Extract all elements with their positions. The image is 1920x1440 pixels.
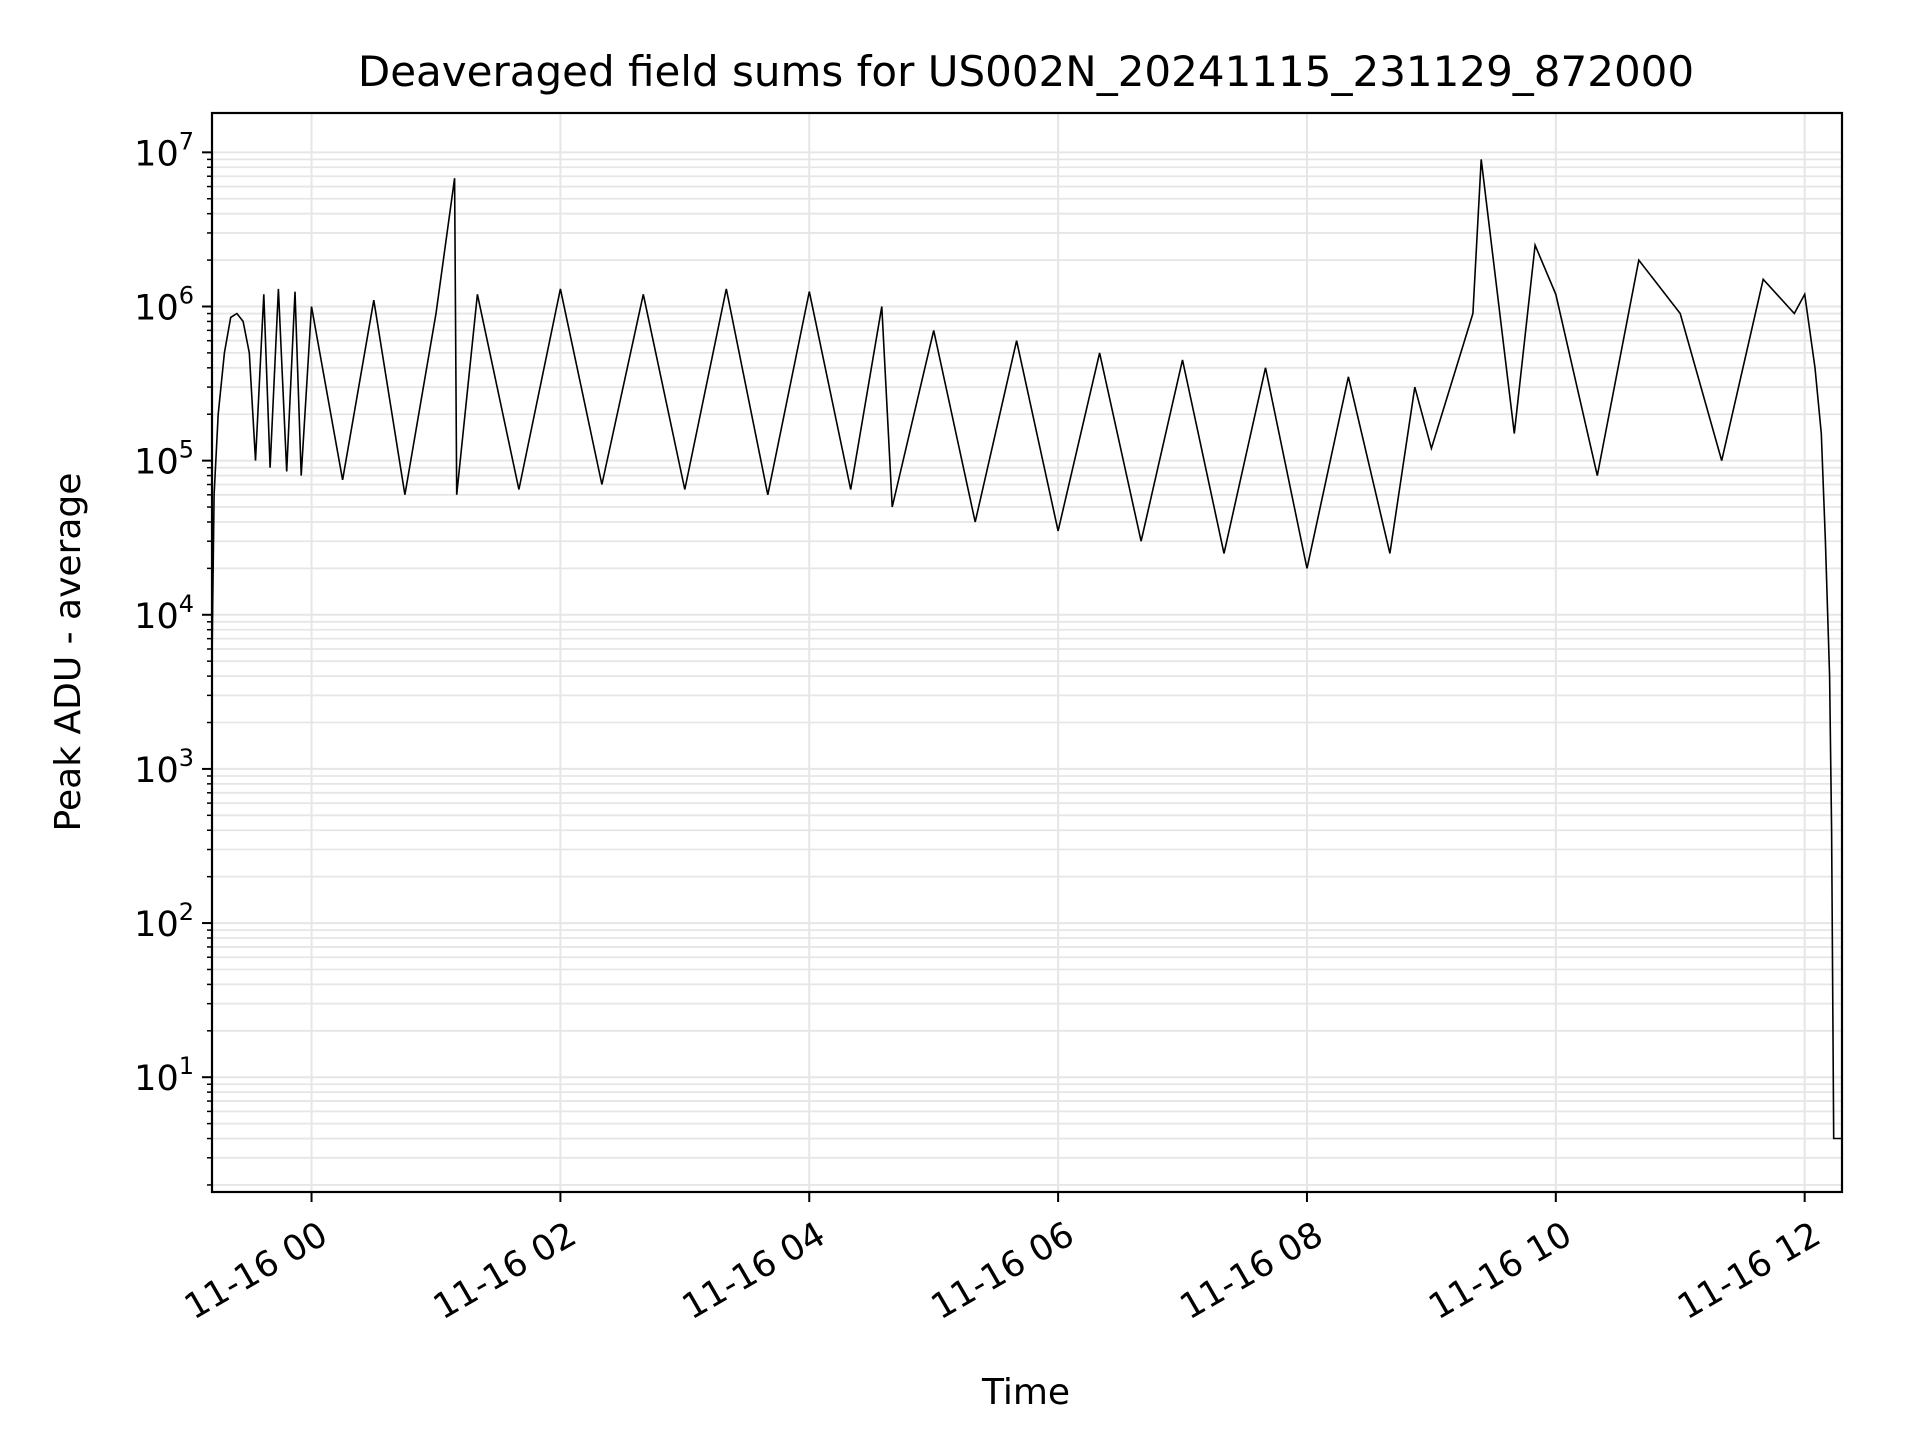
x-axis-label: Time — [981, 1372, 1070, 1413]
y-tick-label: 102 — [134, 898, 194, 945]
y-tick-label: 107 — [134, 127, 194, 174]
grid — [212, 113, 1842, 1192]
plot-frame — [210, 111, 1844, 1194]
data-area — [211, 159, 1842, 1192]
y-axis-label: Peak ADU - average — [48, 473, 89, 832]
series-line — [211, 159, 1842, 1192]
y-tick-label: 106 — [134, 281, 194, 328]
y-axis: 101 102 103 104 105 106 107 — [134, 127, 212, 1186]
y-tick-label: 103 — [134, 744, 194, 791]
y-tick-label: 101 — [134, 1052, 194, 1099]
chart-title: Deaveraged field sums for US002N_2024111… — [358, 47, 1694, 96]
y-tick-label: 104 — [134, 590, 194, 637]
y-tick-label: 105 — [134, 436, 194, 483]
